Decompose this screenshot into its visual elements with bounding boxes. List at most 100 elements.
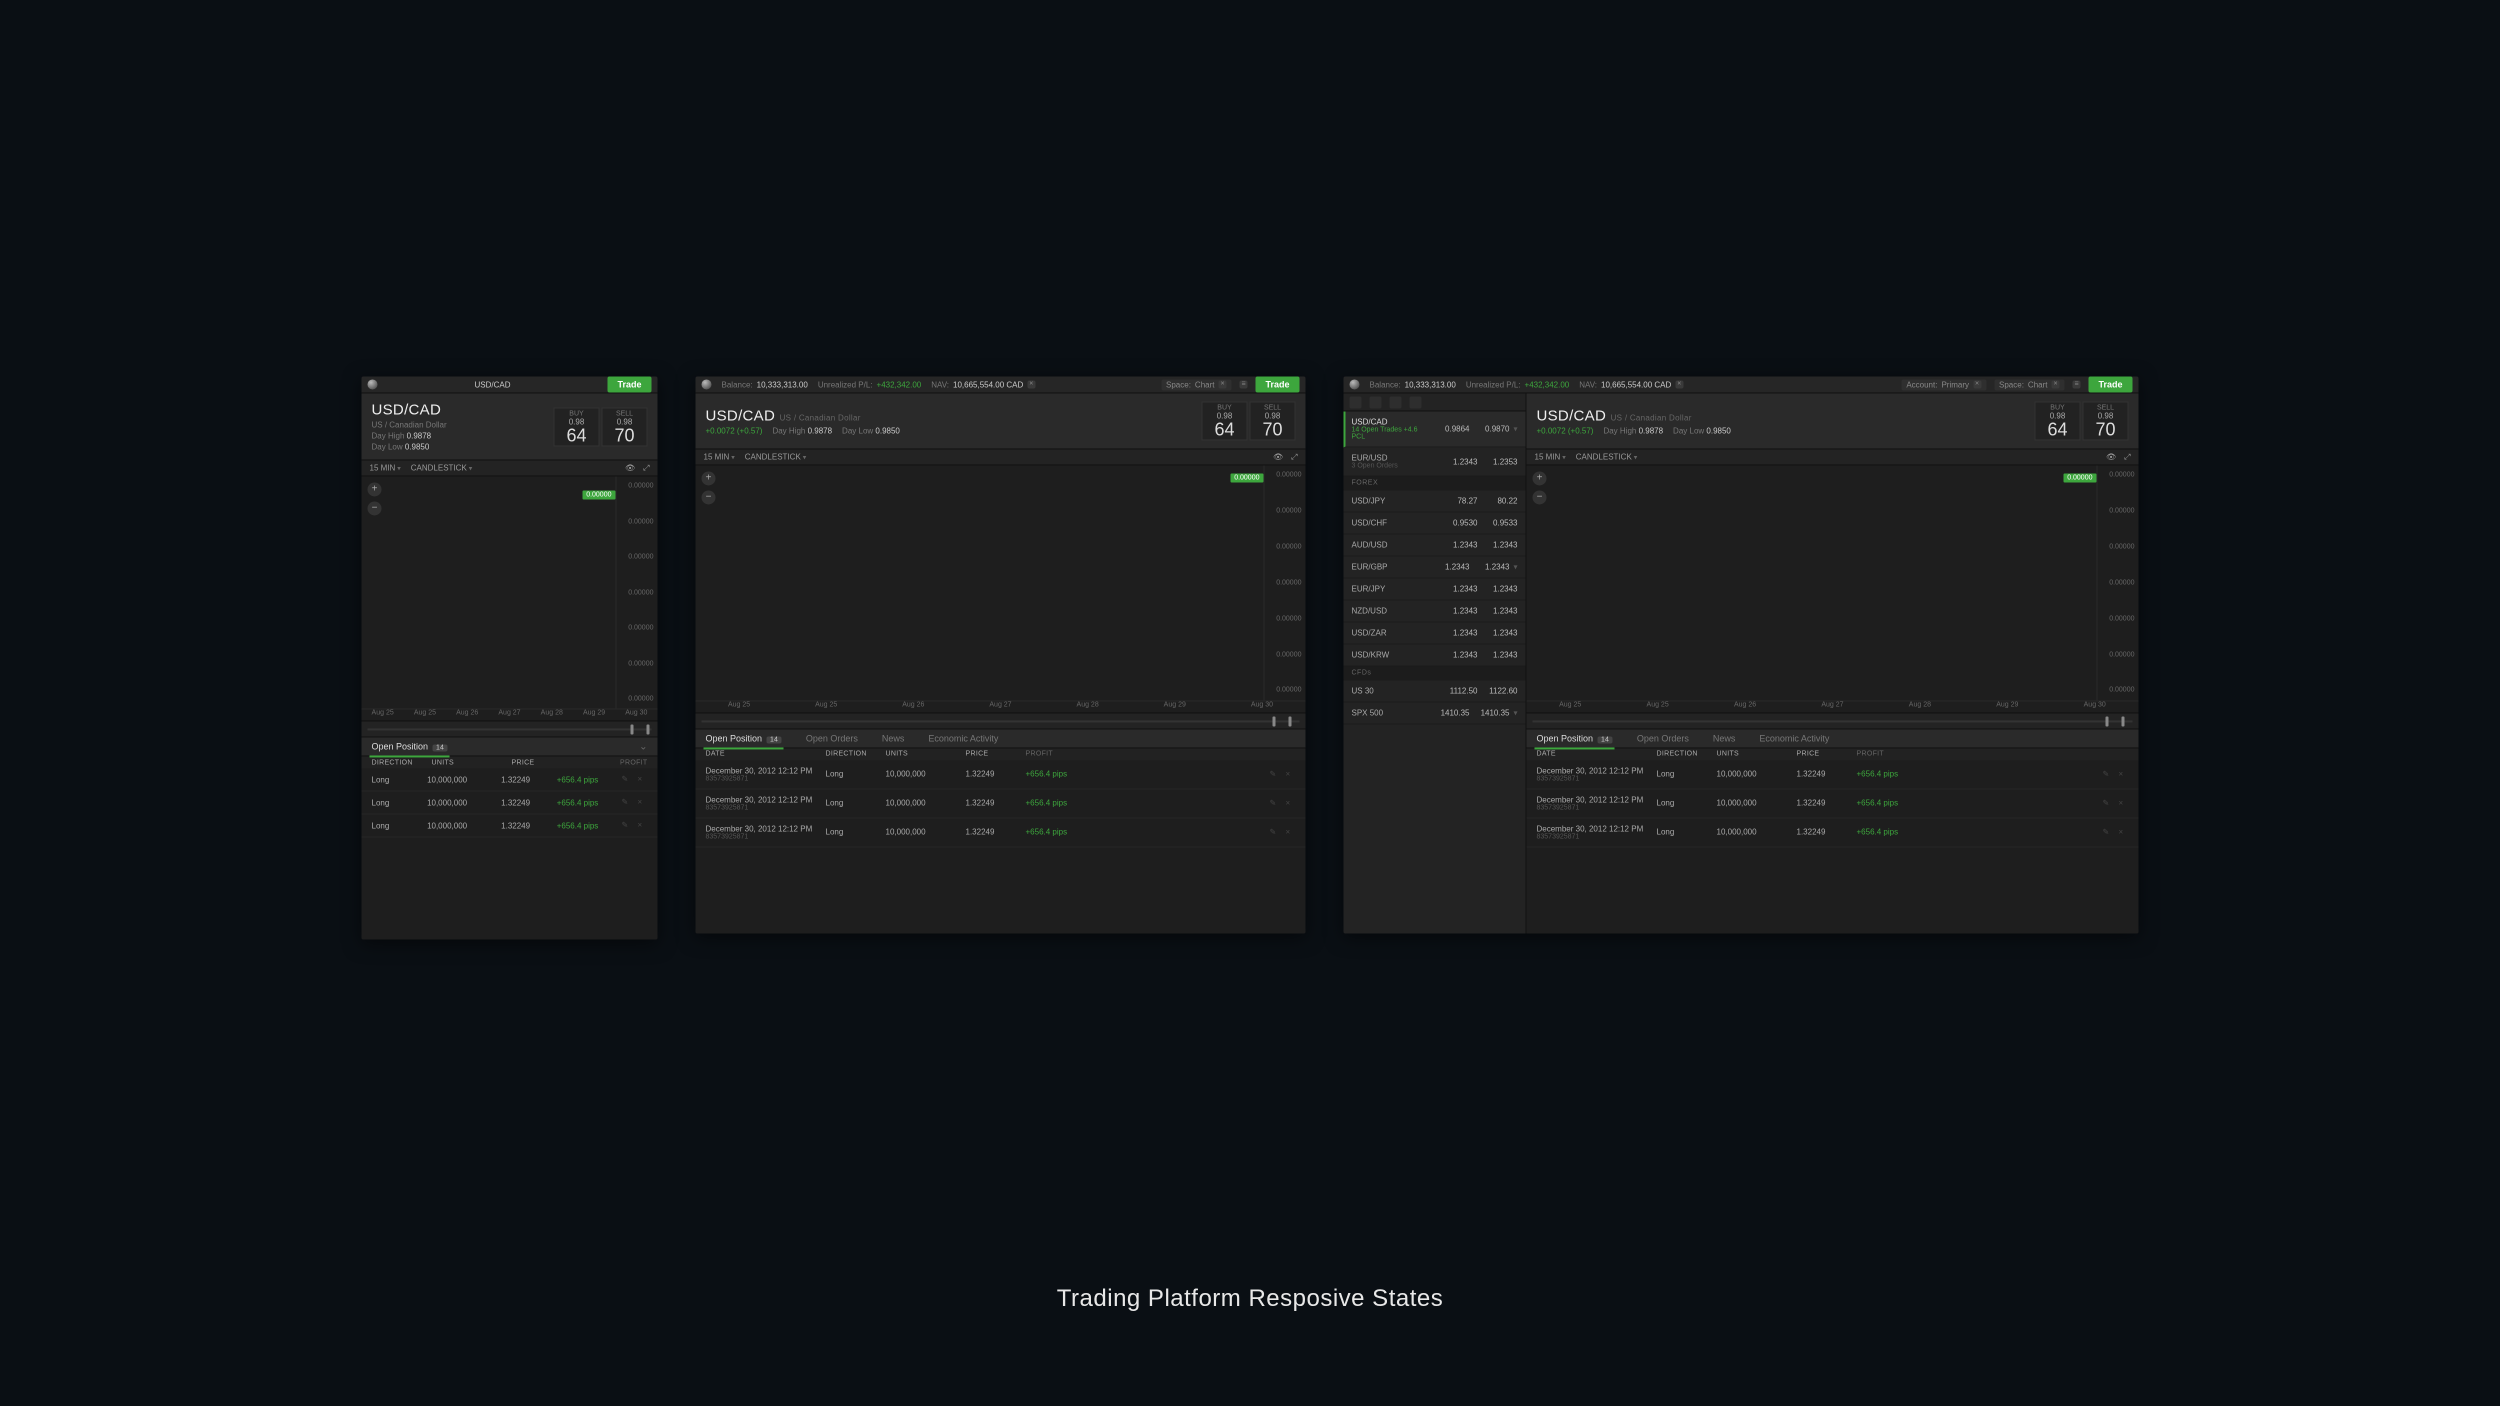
edit-icon[interactable]: ✎ — [622, 797, 632, 807]
charttype-dropdown[interactable]: CANDLESTICK — [1576, 452, 1637, 461]
close-icon[interactable]: × — [1027, 380, 1035, 388]
timeframe-dropdown[interactable]: 15 MIN — [1535, 452, 1566, 461]
zoom-out-icon[interactable]: − — [368, 501, 382, 515]
close-icon[interactable]: × — [638, 820, 648, 830]
close-icon[interactable]: × — [1286, 798, 1296, 808]
table-row[interactable]: Long10,000,0001.32249+656.4 pips✎× — [362, 768, 658, 791]
watchlist-row[interactable]: USD/CHF0.95300.9533 — [1344, 512, 1526, 534]
watchlist-row[interactable]: AUD/USD1.23431.2343 — [1344, 534, 1526, 556]
watchlist-row[interactable]: EUR/JPY1.23431.2343 — [1344, 578, 1526, 600]
eye-icon[interactable]: 👁 — [625, 463, 635, 473]
zoom-in-icon[interactable]: + — [1533, 471, 1547, 485]
table-row[interactable]: Long10,000,0001.32249+656.4 pips✎× — [362, 814, 658, 837]
buy-quote[interactable]: BUY0.9864 — [2035, 401, 2081, 440]
tabs-expand-icon[interactable]: ⌄ — [639, 741, 647, 752]
table-row[interactable]: Long10,000,0001.32249+656.4 pips✎× — [362, 791, 658, 814]
table-row[interactable]: December 30, 2012 12:12 PM83573925871Lon… — [1527, 818, 2139, 847]
chart-area[interactable]: +− 0.00000 0.000000.000000.000000.000000… — [1527, 465, 2139, 699]
buy-quote[interactable]: BUY 0.98 64 — [554, 407, 600, 446]
tab-open-position[interactable]: Open Position14 — [372, 741, 448, 751]
edit-icon[interactable]: ✎ — [2103, 827, 2113, 837]
trade-button[interactable]: Trade — [607, 376, 651, 392]
time-scrubber[interactable] — [362, 720, 658, 736]
edit-icon[interactable]: ✎ — [1270, 827, 1280, 837]
table-row[interactable]: December 30, 2012 12:12 PM83573925871Lon… — [1527, 789, 2139, 818]
close-icon[interactable]: × — [1286, 827, 1296, 837]
watchlist-row[interactable]: NZD/USD1.23431.2343 — [1344, 600, 1526, 622]
close-icon[interactable]: × — [1675, 380, 1683, 388]
sell-quote[interactable]: SELL0.9870 — [2083, 401, 2129, 440]
tab-open-orders[interactable]: Open Orders — [806, 733, 858, 743]
watchlist-row[interactable]: US 301112.501122.60 — [1344, 680, 1526, 702]
edit-icon[interactable]: ✎ — [1270, 769, 1280, 779]
x-axis: Aug 25Aug 25Aug 26Aug 27Aug 28Aug 29Aug … — [362, 708, 658, 720]
watchlist-row[interactable]: EUR/USD3 Open Orders1.23431.2353 — [1344, 447, 1526, 476]
charttype-dropdown[interactable]: CANDLESTICK — [745, 452, 806, 461]
chart-toolbar: 15 MIN CANDLESTICK 👁 ⤢ — [362, 460, 658, 476]
sell-quote[interactable]: SELL 0.98 70 — [602, 407, 648, 446]
eye-icon[interactable]: 👁 — [2106, 452, 2116, 462]
account-selector[interactable]: Account:Primary× — [1901, 379, 1986, 390]
tab-news[interactable]: News — [882, 733, 905, 743]
watchlist-row[interactable]: USD/JPY78.2780.22 — [1344, 490, 1526, 512]
charttype-dropdown[interactable]: CANDLESTICK — [411, 463, 472, 472]
table-header: DIRECTION UNITS PRICE PROFIT — [362, 756, 658, 768]
time-scrubber[interactable] — [1527, 712, 2139, 728]
tab-open-position[interactable]: Open Position14 — [1537, 733, 1613, 743]
edit-icon[interactable]: ✎ — [622, 820, 632, 830]
table-row[interactable]: December 30, 2012 12:12 PM83573925871Lon… — [1527, 760, 2139, 789]
sell-quote[interactable]: SELL0.9870 — [1250, 401, 1296, 440]
timeframe-dropdown[interactable]: 15 MIN — [704, 452, 735, 461]
tab-news[interactable]: News — [1713, 733, 1736, 743]
zoom-out-icon[interactable]: − — [1533, 490, 1547, 504]
edit-icon[interactable]: ✎ — [2103, 798, 2113, 808]
time-scrubber[interactable] — [696, 712, 1306, 728]
eye-icon[interactable]: 👁 — [1273, 452, 1283, 462]
close-icon[interactable]: × — [1286, 769, 1296, 779]
expand-icon[interactable]: ⤢ — [2124, 452, 2130, 462]
edit-icon[interactable]: ✎ — [1270, 798, 1280, 808]
zoom-in-icon[interactable]: + — [702, 471, 716, 485]
close-icon[interactable]: × — [2119, 769, 2129, 779]
watchlist-row[interactable]: EUR/GBP1.23431.2343▾ — [1344, 556, 1526, 578]
close-icon[interactable]: × — [638, 774, 648, 784]
grid-icon[interactable] — [1390, 396, 1402, 408]
watchlist-row[interactable]: USD/ZAR1.23431.2343 — [1344, 622, 1526, 644]
expand-icon[interactable]: ⤢ — [643, 463, 649, 473]
table-row[interactable]: December 30, 2012 12:12 PM83573925871Lon… — [696, 818, 1306, 847]
close-icon[interactable]: × — [638, 797, 648, 807]
space-selector[interactable]: Space:Chart× — [1161, 379, 1231, 390]
tab-open-position[interactable]: Open Position14 — [706, 733, 782, 743]
chart-area[interactable]: +− 0.00000 0.000000.000000.000000.000000… — [696, 465, 1306, 699]
bottom-tabs: Open Position14 ⌄ — [362, 736, 658, 756]
topbar: Balance:10,333,313.00 Unrealized P/L:+43… — [1344, 376, 2139, 393]
watchlist-row[interactable]: USD/CAD14 Open Trades +4.6 PCL0.98640.98… — [1344, 411, 1526, 447]
close-icon[interactable]: × — [2119, 827, 2129, 837]
space-selector[interactable]: Space:Chart× — [1994, 379, 2064, 390]
zoom-in-icon[interactable]: + — [368, 482, 382, 496]
sort-icon[interactable] — [1410, 396, 1422, 408]
edit-icon[interactable]: ✎ — [2103, 769, 2113, 779]
tab-open-orders[interactable]: Open Orders — [1637, 733, 1689, 743]
trade-button[interactable]: Trade — [1255, 376, 1299, 392]
list-icon[interactable] — [1370, 396, 1382, 408]
zoom-out-icon[interactable]: − — [702, 490, 716, 504]
quote-box: BUY0.9864 SELL0.9870 — [2035, 401, 2129, 440]
menu-icon[interactable]: ≡ — [2072, 380, 2080, 388]
edit-icon[interactable]: ✎ — [622, 774, 632, 784]
close-icon[interactable]: × — [2119, 798, 2129, 808]
table-row[interactable]: December 30, 2012 12:12 PM83573925871Lon… — [696, 760, 1306, 789]
watchlist-row[interactable]: SPX 5001410.351410.35▾ — [1344, 702, 1526, 724]
tab-econ[interactable]: Economic Activity — [928, 733, 998, 743]
watchlist-row[interactable]: USD/KRW1.23431.2343 — [1344, 644, 1526, 666]
table-row[interactable]: December 30, 2012 12:12 PM83573925871Lon… — [696, 789, 1306, 818]
positions-table: December 30, 2012 12:12 PM83573925871Lon… — [696, 760, 1306, 934]
trade-button[interactable]: Trade — [2088, 376, 2132, 392]
menu-icon[interactable]: ≡ — [1239, 380, 1247, 388]
timeframe-dropdown[interactable]: 15 MIN — [370, 463, 401, 472]
expand-icon[interactable]: ⤢ — [1291, 452, 1297, 462]
search-icon[interactable] — [1350, 396, 1362, 408]
tab-econ[interactable]: Economic Activity — [1759, 733, 1829, 743]
chart-area[interactable]: + − 0.00000 0.000000.000000.000000.00000… — [362, 476, 658, 708]
buy-quote[interactable]: BUY0.9864 — [1202, 401, 1248, 440]
